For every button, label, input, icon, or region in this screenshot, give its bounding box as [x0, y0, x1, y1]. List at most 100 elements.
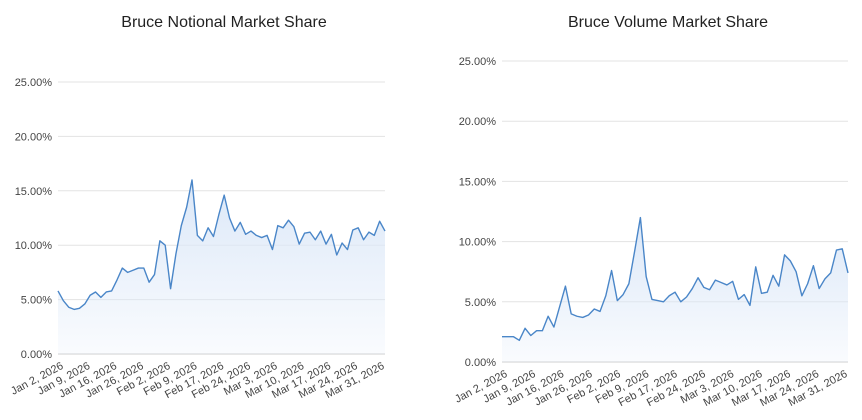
volume-data-point: [766, 291, 768, 293]
notional-data-point: [287, 219, 289, 221]
volume-data-point: [512, 336, 514, 338]
volume-data-point: [795, 271, 797, 273]
volume-data-point: [720, 281, 722, 283]
notional-data-point: [175, 253, 177, 255]
notional-data-point: [159, 240, 161, 242]
volume-data-point: [772, 274, 774, 276]
notional-data-point: [309, 231, 311, 233]
notional-data-point: [132, 269, 134, 271]
volume-data-point: [547, 315, 549, 317]
notional-data-point: [164, 244, 166, 246]
notional-chart-svg: Bruce Notional Market Share 0.00% 5.00% 10…: [9, 14, 386, 401]
notional-data-point: [202, 240, 204, 242]
volume-data-point: [657, 299, 659, 301]
volume-data-point: [760, 292, 762, 294]
volume-data-point: [553, 326, 555, 328]
notional-data-point: [223, 194, 225, 196]
notional-data-point: [196, 234, 198, 236]
notional-data-point: [126, 271, 128, 273]
notional-series-line: [57, 179, 386, 311]
volume-data-point: [524, 327, 526, 329]
volume-data-point: [535, 329, 537, 331]
volume-data-point: [714, 279, 716, 281]
volume-data-point: [507, 336, 509, 338]
notional-data-point: [325, 243, 327, 245]
notional-data-point: [378, 220, 380, 222]
notional-data-point: [68, 306, 70, 308]
notional-data-point: [110, 290, 112, 292]
notional-data-point: [234, 230, 236, 232]
notional-data-point: [373, 234, 375, 236]
volume-chart-title: Bruce Volume Market Share: [568, 14, 768, 31]
volume-series-line: [502, 216, 849, 342]
notional-data-point: [384, 230, 386, 232]
notional-data-point: [207, 227, 209, 229]
notional-data-point: [282, 227, 284, 229]
notional-data-point: [330, 233, 332, 235]
notional-data-point: [277, 224, 279, 226]
notional-data-point: [255, 234, 257, 236]
notional-data-point: [303, 232, 305, 234]
notional-data-point: [341, 242, 343, 244]
volume-data-point: [778, 285, 780, 287]
volume-data-point: [818, 287, 820, 289]
volume-data-point: [812, 264, 814, 266]
notional-data-point: [137, 267, 139, 269]
volume-data-point: [749, 304, 751, 306]
notional-data-point: [121, 267, 123, 269]
volume-data-point: [726, 284, 728, 286]
volume-data-point: [599, 310, 601, 312]
notional-data-point: [266, 234, 268, 236]
notional-data-point: [250, 230, 252, 232]
notional-data-point: [212, 235, 214, 237]
volume-data-point: [558, 305, 560, 307]
notional-data-point: [100, 296, 102, 298]
notional-y-tick-label: 10.00%: [15, 240, 53, 252]
volume-data-point: [576, 315, 578, 317]
volume-data-point: [743, 293, 745, 295]
volume-data-point: [530, 334, 532, 336]
notional-data-point: [368, 231, 370, 233]
notional-data-point: [57, 290, 59, 292]
volume-data-point: [628, 283, 630, 285]
notional-data-point: [153, 273, 155, 275]
volume-data-point: [622, 293, 624, 295]
notional-y-axis-ticks: 0.00% 5.00% 10.00% 15.00% 20.00% 25.00%: [15, 77, 53, 361]
notional-data-point: [62, 299, 64, 301]
notional-data-point: [319, 230, 321, 232]
volume-data-point: [806, 283, 808, 285]
notional-data-point: [298, 243, 300, 245]
volume-data-point: [847, 272, 849, 274]
notional-data-point: [94, 291, 96, 293]
volume-data-point: [616, 299, 618, 301]
volume-data-point: [610, 269, 612, 271]
volume-data-point: [697, 277, 699, 279]
notional-data-point: [218, 214, 220, 216]
volume-data-point: [605, 295, 607, 297]
volume-area-fill: [502, 217, 848, 362]
volume-y-axis-ticks: 0.00% 5.00% 10.00% 15.00% 20.00% 25.00%: [459, 56, 497, 369]
volume-data-point: [668, 295, 670, 297]
notional-data-point: [180, 224, 182, 226]
volume-data-point: [593, 308, 595, 310]
notional-data-point: [357, 227, 359, 229]
volume-data-point: [708, 289, 710, 291]
notional-y-tick-label: 15.00%: [15, 186, 53, 198]
volume-data-point: [703, 286, 705, 288]
notional-data-point: [346, 248, 348, 250]
notional-data-point: [191, 179, 193, 181]
volume-y-tick-label: 15.00%: [459, 176, 497, 188]
notional-data-point: [185, 206, 187, 208]
volume-data-point: [680, 301, 682, 303]
volume-data-point: [645, 275, 647, 277]
volume-data-point: [824, 278, 826, 280]
volume-data-point: [830, 272, 832, 274]
volume-data-point: [541, 329, 543, 331]
volume-y-tick-label: 0.00%: [465, 357, 496, 369]
notional-data-point: [362, 239, 364, 241]
volume-chart-svg: Bruce Volume Market Share 0.00% 5.00% 10.0…: [453, 14, 849, 409]
volume-data-point: [691, 287, 693, 289]
volume-data-point: [783, 254, 785, 256]
volume-data-point: [518, 339, 520, 341]
